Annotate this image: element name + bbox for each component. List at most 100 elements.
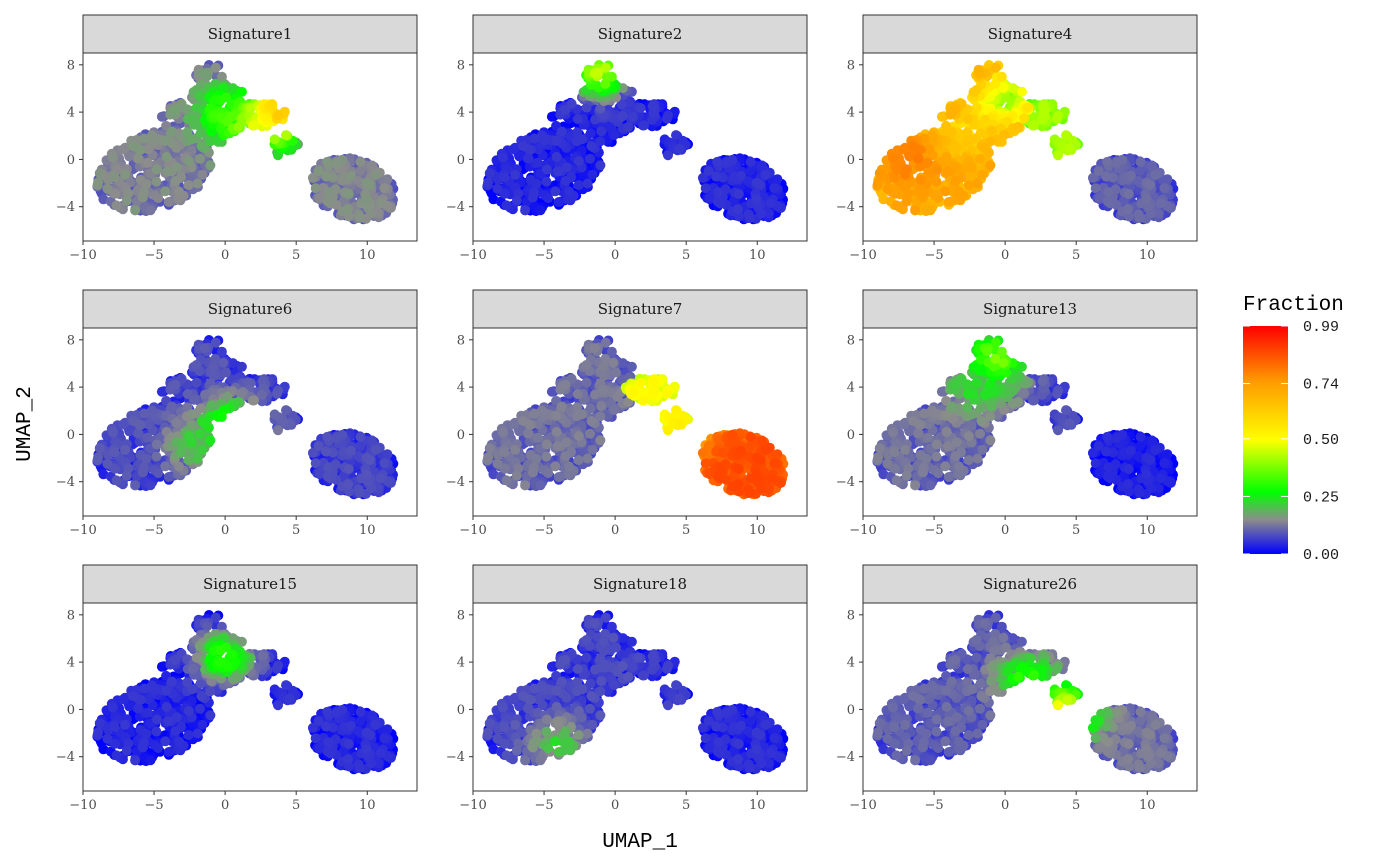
data-point [587,169,598,180]
data-point [577,409,588,420]
data-point [518,141,529,152]
data-point [962,114,973,124]
data-point [1101,171,1112,182]
data-point [901,164,912,175]
data-point [908,141,919,152]
data-point [550,186,561,197]
data-point [663,425,673,436]
data-point [520,205,531,216]
data-point [910,205,921,216]
data-point [941,120,952,131]
data-point [931,176,942,187]
data-point [765,198,776,209]
data-point [888,152,898,163]
data-point [661,388,672,399]
data-point [111,200,122,211]
data-point [130,205,141,216]
data-point [595,435,606,446]
data-point [950,176,961,186]
data-point [553,197,564,207]
data-point [904,151,915,162]
data-point [269,409,280,420]
data-point [968,87,979,98]
x-tick-label: −10 [69,523,96,538]
x-tick-label: −5 [144,523,163,538]
data-point [191,377,202,388]
data-point [635,103,646,113]
data-point [671,130,681,141]
data-point [498,152,508,163]
scatter-points [872,60,1179,225]
data-point [1102,196,1113,207]
data-point [343,479,354,490]
data-point [192,178,203,189]
data-point [483,452,494,463]
data-point [647,376,658,387]
data-point [355,157,366,167]
data-point [323,462,334,473]
data-point [598,361,609,372]
data-point [541,451,552,462]
data-point [573,455,584,466]
y-tick-label: 4 [67,106,75,121]
data-point [145,480,156,491]
y-tick-label: 0 [847,153,855,168]
data-point [712,156,723,167]
data-point [183,180,194,191]
data-point [538,132,549,143]
data-point [171,162,182,173]
facet-strip [82,14,418,54]
data-point [109,447,120,458]
y-tick-label: 0 [67,153,75,168]
data-point [531,453,542,464]
data-point [979,143,990,154]
data-point [913,153,924,164]
data-point [322,196,333,207]
x-tick-label: 10 [749,248,766,263]
data-point [990,62,1001,73]
data-point [102,458,113,469]
data-point [711,171,722,182]
data-point [561,437,572,448]
data-point [139,408,150,419]
data-point [331,433,342,443]
data-point [382,174,393,185]
data-point [551,151,562,162]
data-point [205,160,216,171]
data-point [499,172,510,183]
data-point [483,177,494,188]
data-point [382,449,393,460]
data-point [973,64,984,75]
data-point [1155,198,1166,209]
data-point [208,361,219,372]
data-point [628,387,638,397]
y-tick-label: 4 [67,381,75,396]
data-point [236,361,247,372]
data-point [541,439,552,450]
data-point [98,194,109,205]
data-point [171,417,182,428]
data-point [160,186,171,197]
x-tick-label: 5 [292,523,300,538]
data-point [552,441,563,452]
data-point [882,183,893,194]
data-point [205,435,216,446]
data-point [582,178,593,189]
data-point [1125,170,1136,181]
data-point [353,176,364,186]
data-point [874,168,885,179]
data-point [1016,86,1027,97]
x-tick-label: 5 [682,248,690,263]
data-point [560,176,571,186]
x-tick-label: −10 [69,248,96,263]
data-point [532,157,543,168]
data-point [511,195,522,206]
data-point [931,164,942,175]
data-point [498,427,508,438]
data-point [345,170,356,181]
data-point [187,409,198,420]
data-point [538,407,549,418]
data-point [501,475,512,486]
data-point [915,174,926,185]
